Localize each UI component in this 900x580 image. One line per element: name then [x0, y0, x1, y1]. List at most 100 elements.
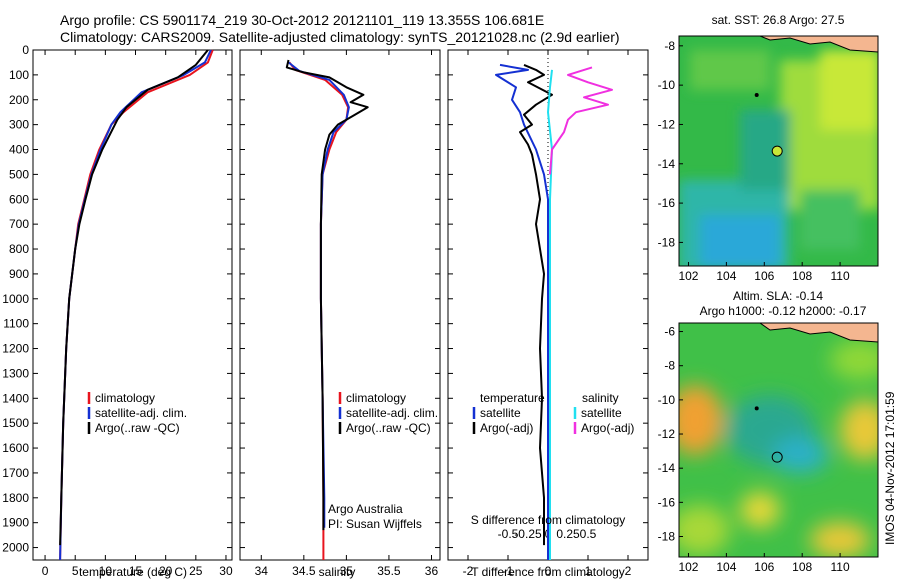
- series-line-argo-raw-qc-: [287, 60, 368, 530]
- x-tick-label: 0: [42, 564, 49, 578]
- y-tick-label: 1200: [2, 342, 29, 356]
- argo-position-marker: [772, 146, 782, 156]
- series-line-climatology: [289, 62, 348, 560]
- map-x-tick-label: 102: [678, 560, 698, 574]
- y-tick-label: 100: [9, 68, 29, 82]
- legend-label-argo: Argo(..raw -QC): [95, 421, 180, 435]
- s-tick-label: 0.5: [580, 527, 597, 541]
- legend-label-t-argo: Argo(-adj): [480, 421, 533, 435]
- y-tick-label: 1900: [2, 516, 29, 530]
- previous-position-marker: [755, 406, 759, 410]
- map-y-tick-label: -12: [658, 117, 676, 131]
- sla-map: Altim. SLA: -0.14 Argo h1000: -0.12 h200…: [658, 289, 890, 574]
- y-tick-label: 700: [9, 217, 29, 231]
- argo-australia-note: Argo Australia: [328, 502, 403, 516]
- series-line-salinity-argo-adj-: [550, 67, 612, 174]
- map-y-tick-label: -8: [664, 39, 675, 53]
- x-tick-label: 36: [425, 564, 439, 578]
- y-tick-label: 600: [9, 192, 29, 206]
- map-y-tick-label: -16: [658, 495, 676, 509]
- imos-timestamp: IMOS 04-Nov-2012 17:01:59: [883, 391, 897, 545]
- temperature-panel-frame: [33, 50, 232, 560]
- y-tick-label: 500: [9, 167, 29, 181]
- pi-note: PI: Susan Wijffels: [328, 517, 422, 531]
- y-tick-label: 1400: [2, 391, 29, 405]
- y-tick-label: 800: [9, 242, 29, 256]
- map-x-tick-label: 108: [792, 560, 812, 574]
- y-tick-label: 1600: [2, 441, 29, 455]
- legend-label-climatology: climatology: [346, 391, 406, 405]
- y-tick-label: 1100: [3, 317, 29, 331]
- legend-label-satellite: satellite-adj. clim.: [346, 406, 438, 420]
- y-tick-label: 1300: [2, 366, 29, 380]
- map-x-tick-label: 104: [716, 269, 736, 283]
- sst-map: sat. SST: 26.8 Argo: 27.5 102 104 106 108 11…: [658, 13, 880, 283]
- map-y-tick-label: -16: [658, 196, 676, 210]
- difference-legend: temperature satellite Argo(-adj) salinit…: [474, 391, 634, 435]
- legend-label-satellite: satellite-adj. clim.: [95, 406, 187, 420]
- s-difference-label: S difference from climatology: [471, 513, 626, 527]
- map-x-tick-label: 110: [831, 269, 850, 283]
- salinity-xlabel: salinity: [319, 565, 356, 579]
- s-tick-label: -0.25: [514, 527, 542, 541]
- x-tick-label: 34: [255, 564, 269, 578]
- y-tick-label: 1000: [2, 292, 29, 306]
- y-tick-label: 400: [9, 143, 29, 157]
- map-y-tick-label: -18: [658, 235, 676, 249]
- x-tick-label: 5: [72, 564, 79, 578]
- map-y-tick-label: -14: [658, 461, 676, 475]
- map-x-tick-label: 110: [831, 560, 850, 574]
- sst-map-title: sat. SST: 26.8 Argo: 27.5: [712, 13, 845, 27]
- figure: Argo profile: CS 5901174_219 30-Oct-2012…: [0, 0, 900, 580]
- map-x-tick-label: 102: [678, 269, 698, 283]
- legend-label-s-argo: Argo(-adj): [581, 421, 634, 435]
- map-x-tick-label: 106: [754, 560, 774, 574]
- y-tick-label: 2000: [2, 541, 29, 555]
- series-line-satellite-adj-clim-: [60, 50, 211, 560]
- map-x-tick-label: 108: [792, 269, 812, 283]
- map-y-tick-label: -18: [658, 530, 676, 544]
- y-tick-label: 1800: [2, 491, 29, 505]
- legend-label-t-satellite: satellite: [480, 406, 521, 420]
- difference-xlabel: T difference from climatology: [471, 565, 625, 579]
- legend-head-salinity: salinity: [582, 391, 619, 405]
- map-x-tick-label: 104: [716, 560, 736, 574]
- y-tick-label: 0: [22, 43, 29, 57]
- legend-label-climatology: climatology: [95, 391, 155, 405]
- salinity-legend: climatology satellite-adj. clim. Argo(..…: [340, 391, 438, 435]
- y-tick-label: 1700: [2, 466, 29, 480]
- figure-title-line2: Climatology: CARS2009. Satellite-adjuste…: [60, 29, 620, 45]
- y-tick-label: 900: [9, 267, 29, 281]
- temperature-axes: 0 5 10 15 20 25 300100200300400500600700800900…: [2, 43, 233, 578]
- y-tick-label: 1500: [2, 416, 29, 430]
- map-y-tick-label: -10: [658, 78, 676, 92]
- sla-map-subtitle: Argo h1000: -0.12 h2000: -0.17: [700, 304, 867, 318]
- map-y-tick-label: -14: [658, 157, 676, 171]
- x-tick-label: 30: [219, 564, 233, 578]
- legend-head-temperature: temperature: [480, 391, 545, 405]
- figure-title-line1: Argo profile: CS 5901174_219 30-Oct-2012…: [60, 12, 544, 28]
- sla-map-title: Altim. SLA: -0.14: [733, 289, 823, 303]
- s-tick-label: 0.25: [556, 527, 580, 541]
- salinity-axes: 34 34.5 35 35.5 36: [240, 50, 440, 578]
- profile-lines: [60, 50, 612, 560]
- map-y-tick-label: -10: [658, 393, 676, 407]
- legend-label-s-satellite: satellite: [581, 406, 622, 420]
- map-y-tick-label: -8: [664, 359, 675, 373]
- map-y-tick-label: -6: [664, 325, 675, 339]
- temperature-legend: climatology satellite-adj. clim. Argo(..…: [89, 391, 187, 435]
- series-line-satellite-adj-clim-: [289, 62, 349, 527]
- x-tick-label: 2: [625, 564, 632, 578]
- map-x-tick-label: 106: [754, 269, 774, 283]
- series-line-argo-raw-qc-: [60, 50, 208, 545]
- series-line-temperature-satellite: [496, 65, 548, 560]
- y-tick-label: 300: [9, 118, 29, 132]
- x-tick-label: 35.5: [377, 564, 401, 578]
- x-tick-label: 34.5: [292, 564, 316, 578]
- previous-position-marker: [755, 93, 759, 97]
- series-line-climatology: [60, 50, 213, 560]
- temperature-xlabel: temperature (deg C): [79, 565, 187, 579]
- map-y-tick-label: -12: [658, 427, 676, 441]
- y-tick-label: 200: [9, 93, 29, 107]
- x-tick-label: 25: [189, 564, 203, 578]
